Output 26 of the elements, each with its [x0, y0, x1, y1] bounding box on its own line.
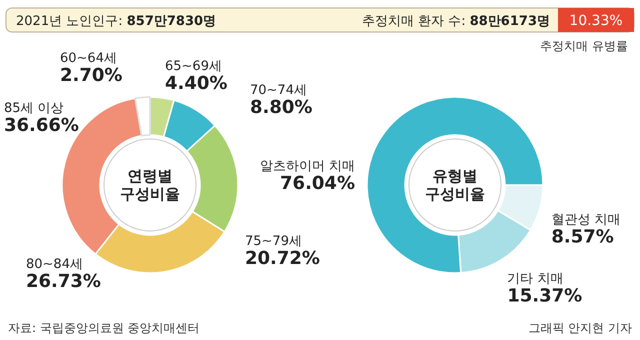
- data-label: 4.40%: [165, 73, 228, 94]
- text: 유형별 구성비율: [425, 167, 485, 203]
- text: 자료: 국립중앙의료원 중앙치매센터: [8, 321, 200, 335]
- text: 추정치매 환자 수: 88만6173명: [362, 14, 550, 29]
- data-label: 8.57%: [551, 226, 614, 248]
- data-label: 76.04%: [280, 173, 355, 194]
- slice-label: 75~79세: [245, 234, 302, 249]
- slice-label: 알츠하이머 치매: [260, 159, 355, 174]
- data-label: 8.80%: [250, 97, 312, 118]
- data-label: 20.72%: [245, 248, 320, 269]
- text: 연령별 구성비율: [120, 167, 180, 203]
- text: 10.33%: [569, 13, 623, 29]
- text: 그래픽 안지현 기자: [528, 321, 632, 335]
- slice-label: 혈관성 치매: [551, 212, 621, 228]
- data-label: 2.70%: [60, 65, 122, 86]
- slice-label: 85세 이상: [4, 101, 64, 116]
- slice-label: 65~69세: [165, 59, 222, 74]
- slice-label: 60~64세: [60, 51, 117, 66]
- data-label: 15.37%: [507, 285, 582, 306]
- slice-label: 기타 치매: [507, 271, 564, 286]
- slice-label: 70~74세: [250, 83, 307, 98]
- data-label: 36.66%: [4, 115, 79, 136]
- data-label: 26.73%: [26, 271, 101, 292]
- slice-label: 80~84세: [26, 257, 83, 272]
- text: 추정치매 유병률: [540, 39, 628, 53]
- text: 2021년 노인인구: 857만7830명: [16, 14, 216, 29]
